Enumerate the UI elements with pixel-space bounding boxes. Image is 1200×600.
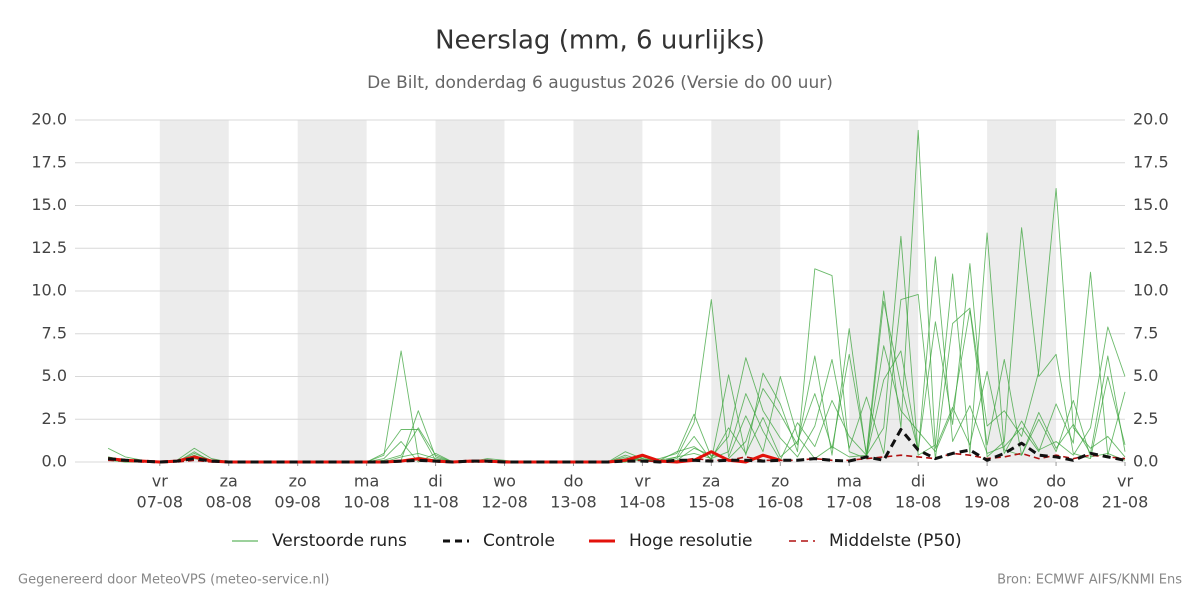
x-tick-weekday: vr xyxy=(634,472,650,491)
x-tick-label: 18-08 xyxy=(895,493,942,512)
x-tick-weekday: zo xyxy=(289,472,307,491)
x-tick-label: 20-08 xyxy=(1033,493,1080,512)
y-tick-label: 15.0 xyxy=(31,195,67,214)
source-left: Gegenereerd door MeteoVPS (meteo-service… xyxy=(18,573,329,588)
source-right: Bron: ECMWF AIFS/KNMI Ens xyxy=(997,573,1182,588)
x-tick-label: 21-08 xyxy=(1102,493,1149,512)
y-tick-label-right: 12.5 xyxy=(1133,238,1169,257)
y-tick-label: 20.0 xyxy=(31,110,67,129)
legend-label: Controle xyxy=(483,531,555,551)
y-tick-label-right: 0.0 xyxy=(1133,452,1158,471)
x-tick-weekday: wo xyxy=(976,472,999,491)
x-tick-weekday: do xyxy=(1046,472,1066,491)
legend-label: Middelste (P50) xyxy=(829,531,962,551)
x-tick-weekday: di xyxy=(428,472,443,491)
chart-title: Neerslag (mm, 6 uurlijks) xyxy=(435,26,765,56)
x-tick-weekday: wo xyxy=(493,472,516,491)
y-tick-label-right: 10.0 xyxy=(1133,281,1169,300)
x-tick-weekday: zo xyxy=(771,472,789,491)
x-tick-label: 09-08 xyxy=(274,493,321,512)
y-tick-label: 10.0 xyxy=(31,281,67,300)
y-tick-label-right: 15.0 xyxy=(1133,195,1169,214)
x-tick-weekday: do xyxy=(563,472,583,491)
y-tick-label: 7.5 xyxy=(42,323,67,342)
x-tick-weekday: ma xyxy=(837,472,862,491)
x-tick-label: 13-08 xyxy=(550,493,597,512)
x-tick-label: 12-08 xyxy=(481,493,528,512)
y-tick-label: 5.0 xyxy=(42,366,67,385)
x-tick-label: 10-08 xyxy=(343,493,390,512)
plot-area xyxy=(107,129,1126,464)
series-line xyxy=(108,452,1126,463)
y-tick-label: 12.5 xyxy=(31,238,67,257)
y-tick-label-right: 20.0 xyxy=(1133,110,1169,129)
legend-label: Verstoorde runs xyxy=(272,531,407,551)
y-tick-label-right: 7.5 xyxy=(1133,323,1158,342)
x-tick-label: 19-08 xyxy=(964,493,1011,512)
x-tick-label: 07-08 xyxy=(137,493,184,512)
x-tick-label: 16-08 xyxy=(757,493,804,512)
x-tick-weekday: di xyxy=(911,472,926,491)
x-tick-label: 15-08 xyxy=(688,493,735,512)
x-tick-weekday: vr xyxy=(1117,472,1133,491)
x-tick-label: 17-08 xyxy=(826,493,873,512)
chart-subtitle: De Bilt, donderdag 6 augustus 2026 (Vers… xyxy=(367,73,833,93)
legend-label: Hoge resolutie xyxy=(629,531,753,551)
y-tick-label-right: 5.0 xyxy=(1133,366,1158,385)
y-tick-label: 2.5 xyxy=(42,409,67,428)
x-tick-weekday: ma xyxy=(354,472,379,491)
x-tick-weekday: vr xyxy=(152,472,168,491)
series-line xyxy=(107,428,1126,464)
x-tick-weekday: za xyxy=(702,472,720,491)
x-tick-label: 11-08 xyxy=(412,493,459,512)
y-tick-label: 0.0 xyxy=(42,452,67,471)
x-tick-label: 08-08 xyxy=(205,493,252,512)
y-tick-label-right: 2.5 xyxy=(1133,409,1158,428)
y-tick-label-right: 17.5 xyxy=(1133,152,1169,171)
x-tick-weekday: za xyxy=(220,472,238,491)
y-tick-label: 17.5 xyxy=(31,152,67,171)
plot-background xyxy=(75,119,1126,466)
x-tick-label: 14-08 xyxy=(619,493,666,512)
